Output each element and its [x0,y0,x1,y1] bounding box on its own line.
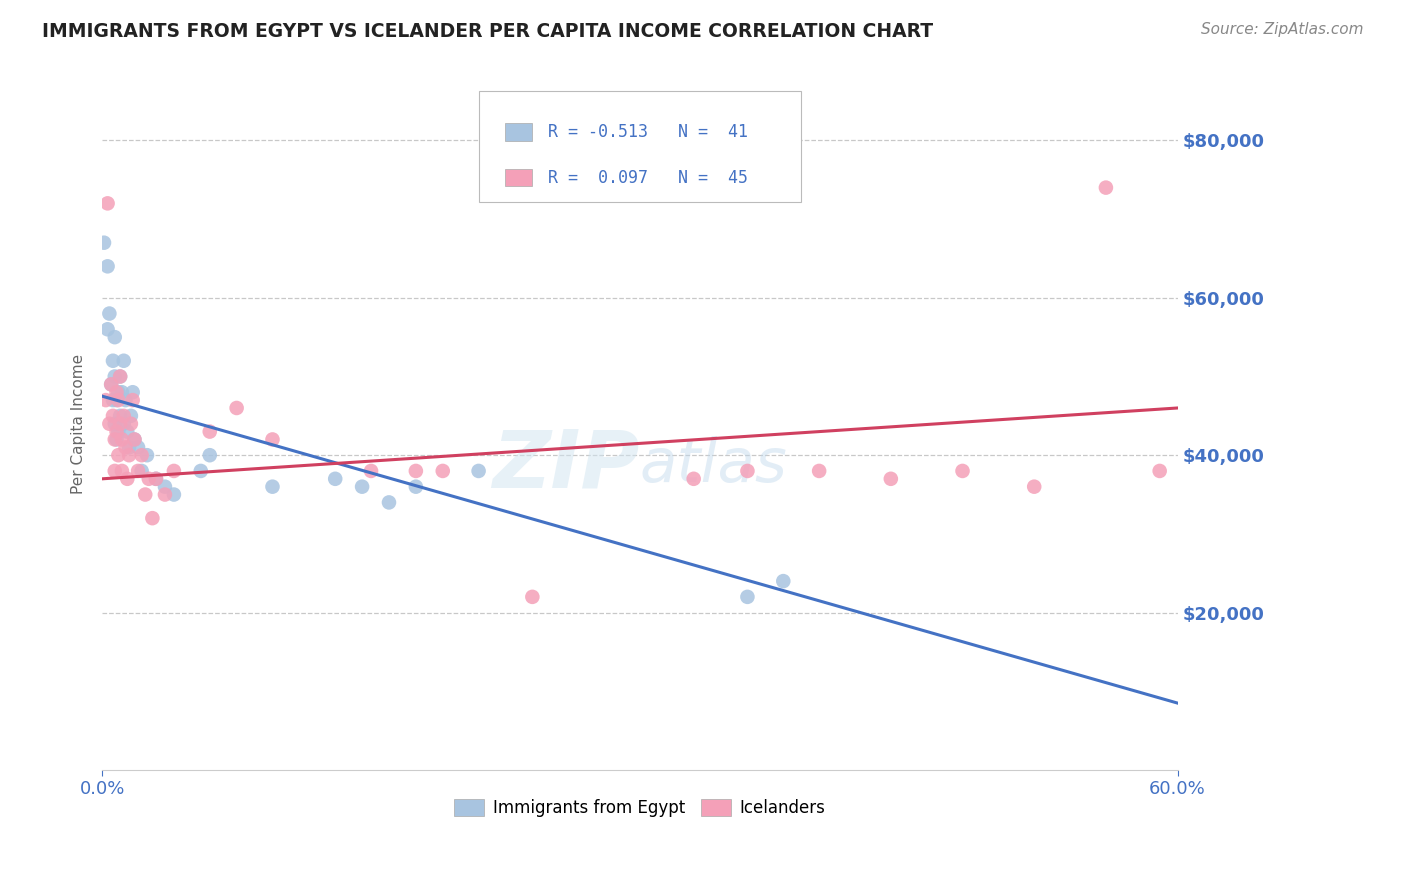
Point [105,425,128,439]
Point [111,464,134,478]
Point [117,472,139,486]
Point [114,440,136,454]
Point [262,433,284,447]
Point [97,322,120,336]
Point [153,480,176,494]
Point [118,448,141,462]
Point [104,464,127,478]
Point [952,464,974,478]
Point [112,353,135,368]
FancyBboxPatch shape [506,169,533,186]
Y-axis label: Per Capita Income: Per Capita Income [72,353,86,494]
Point [117,425,139,439]
Point [120,417,142,431]
Point [737,590,759,604]
Point [808,464,831,478]
Point [198,425,221,439]
Point [405,480,427,494]
Point [127,464,149,478]
Point [105,385,128,400]
Point [108,417,131,431]
Point [378,495,401,509]
Point [124,433,146,447]
Point [100,377,122,392]
FancyBboxPatch shape [506,123,533,141]
Point [104,369,127,384]
Point [737,464,759,478]
Point [124,433,146,447]
Point [97,260,120,274]
Text: atlas: atlas [640,436,787,495]
Point [432,464,454,478]
FancyBboxPatch shape [478,91,801,202]
Point [163,487,186,501]
Point [101,353,124,368]
Point [145,472,167,486]
Point [522,590,544,604]
Point [190,464,212,478]
Point [111,385,134,400]
Point [772,574,794,588]
Point [104,433,127,447]
Legend: Immigrants from Egypt, Icelanders: Immigrants from Egypt, Icelanders [447,792,832,824]
Point [323,472,346,486]
Point [105,433,128,447]
Point [98,417,121,431]
Text: ZIP: ZIP [492,426,640,504]
Point [121,385,143,400]
Point [163,464,186,478]
Point [114,393,136,408]
Point [107,385,129,400]
Point [107,448,129,462]
Point [121,393,143,408]
Point [112,409,135,423]
Text: R =  0.097   N =  45: R = 0.097 N = 45 [548,169,748,186]
Point [107,393,129,408]
Point [145,472,167,486]
Point [467,464,489,478]
Point [198,448,221,462]
Point [127,440,149,454]
Point [405,464,427,478]
Point [118,440,141,454]
Point [1024,480,1046,494]
Point [1149,464,1171,478]
Point [153,487,176,501]
Point [104,330,127,344]
Point [94,393,117,408]
Point [120,409,142,423]
Text: R = -0.513   N =  41: R = -0.513 N = 41 [548,123,748,141]
Point [225,401,247,415]
Point [100,377,122,392]
Point [880,472,903,486]
Point [112,417,135,431]
Point [111,433,134,447]
Point [107,425,129,439]
Text: Source: ZipAtlas.com: Source: ZipAtlas.com [1201,22,1364,37]
Point [101,409,124,423]
Point [105,393,128,408]
Point [97,196,120,211]
Point [131,464,153,478]
Point [682,472,704,486]
Point [131,448,153,462]
Point [134,487,156,501]
Point [108,369,131,384]
Point [262,480,284,494]
Point [101,393,124,408]
Point [141,511,163,525]
Point [93,235,115,250]
Point [104,417,127,431]
Point [352,480,374,494]
Point [98,307,121,321]
Point [1095,180,1118,194]
Point [108,369,131,384]
Text: IMMIGRANTS FROM EGYPT VS ICELANDER PER CAPITA INCOME CORRELATION CHART: IMMIGRANTS FROM EGYPT VS ICELANDER PER C… [42,22,934,41]
Point [138,472,160,486]
Point [360,464,382,478]
Point [136,448,159,462]
Point [108,409,131,423]
